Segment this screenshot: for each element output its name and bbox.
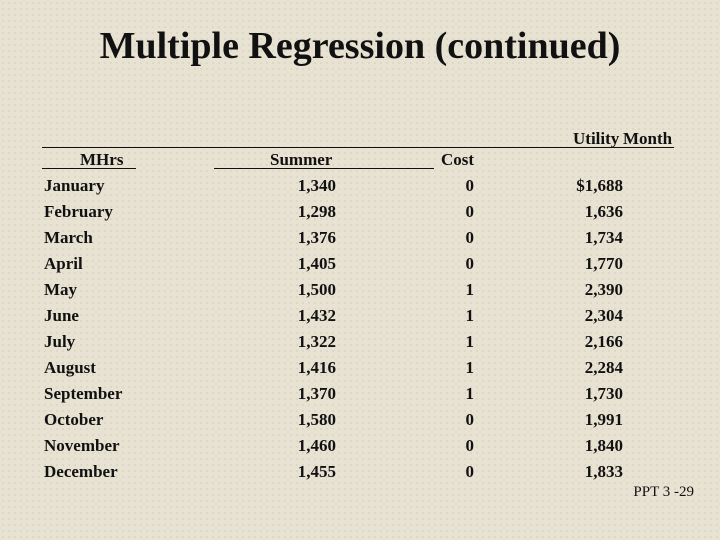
header-text: Summer xyxy=(270,150,333,169)
summer-cell: 0 xyxy=(465,462,475,481)
header-rule xyxy=(214,168,434,169)
cost-cell: $1,688 xyxy=(576,176,623,195)
mhrs-cell: 1,322 xyxy=(297,332,336,351)
summer-cell: 0 xyxy=(465,228,475,247)
header-rule xyxy=(42,168,136,169)
header-text: Cost xyxy=(441,150,475,169)
mhrs-cell: 1,460 xyxy=(297,436,336,455)
cost-cell: 2,284 xyxy=(584,358,623,377)
month-cell: October xyxy=(44,410,104,429)
cost-cell: 1,770 xyxy=(584,254,623,273)
summer-cell: 0 xyxy=(465,410,475,429)
mhrs-cell: 1,405 xyxy=(297,254,336,273)
month-cell: February xyxy=(44,202,113,221)
month-cell: December xyxy=(44,462,118,481)
header-text: Utility xyxy=(573,129,620,148)
cost-cell: 1,991 xyxy=(584,410,623,429)
cost-cell: 1,833 xyxy=(584,462,623,481)
month-cell: July xyxy=(44,332,76,351)
month-cell: April xyxy=(44,254,83,273)
month-cell: January xyxy=(44,176,105,195)
summer-cell: 0 xyxy=(465,176,475,195)
mhrs-cell: 1,455 xyxy=(297,462,336,481)
header-rule xyxy=(42,147,674,148)
summer-cell: 1 xyxy=(465,358,475,377)
mhrs-cell: 1,370 xyxy=(297,384,336,403)
cost-cell: 2,304 xyxy=(584,306,623,325)
mhrs-cell: 1,416 xyxy=(297,358,336,377)
month-cell: March xyxy=(44,228,93,247)
cost-cell: 1,730 xyxy=(584,384,623,403)
summer-cell: 0 xyxy=(465,436,475,455)
summer-cell: 1 xyxy=(465,306,475,325)
month-cell: August xyxy=(44,358,96,377)
month-cell: November xyxy=(44,436,120,455)
summer-cell: 1 xyxy=(465,384,475,403)
mhrs-cell: 1,376 xyxy=(297,228,336,247)
cost-cell: 1,840 xyxy=(584,436,623,455)
slide-title: Multiple Regression (continued) xyxy=(99,25,621,67)
cost-cell: 2,390 xyxy=(584,280,623,299)
mhrs-cell: 1,580 xyxy=(297,410,336,429)
cost-cell: 1,734 xyxy=(584,228,623,247)
cost-cell: 1,636 xyxy=(584,202,623,221)
summer-cell: 0 xyxy=(465,202,475,221)
header-text: Month xyxy=(623,129,673,148)
header-text: MHrs xyxy=(80,150,124,169)
summer-cell: 1 xyxy=(465,332,475,351)
cost-cell: 2,166 xyxy=(584,332,623,351)
summer-cell: 0 xyxy=(465,254,475,273)
mhrs-cell: 1,500 xyxy=(297,280,336,299)
month-cell: June xyxy=(44,306,79,325)
mhrs-cell: 1,340 xyxy=(297,176,336,195)
month-cell: September xyxy=(44,384,123,403)
month-cell: May xyxy=(44,280,78,299)
summer-cell: 1 xyxy=(465,280,475,299)
slide-number: PPT 3 -29 xyxy=(633,484,694,500)
mhrs-cell: 1,432 xyxy=(297,306,336,325)
mhrs-cell: 1,298 xyxy=(297,202,336,221)
